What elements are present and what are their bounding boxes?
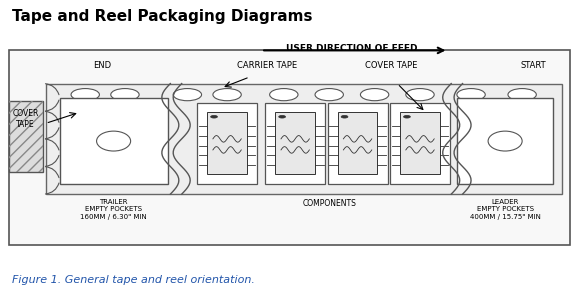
FancyBboxPatch shape — [9, 50, 570, 245]
Text: TRAILER
EMPTY POCKETS
160MM / 6.30" MIN: TRAILER EMPTY POCKETS 160MM / 6.30" MIN — [80, 198, 147, 220]
Ellipse shape — [404, 116, 411, 118]
Ellipse shape — [173, 88, 201, 101]
Ellipse shape — [111, 88, 139, 101]
Ellipse shape — [341, 116, 348, 118]
Ellipse shape — [315, 88, 343, 101]
Text: COVER TAPE: COVER TAPE — [365, 61, 418, 70]
Ellipse shape — [71, 88, 100, 101]
Bar — [46, 84, 562, 194]
Ellipse shape — [488, 131, 522, 151]
Text: CARRIER TAPE: CARRIER TAPE — [237, 61, 297, 70]
Ellipse shape — [457, 88, 485, 101]
Text: END: END — [93, 61, 111, 70]
FancyBboxPatch shape — [9, 101, 43, 172]
Ellipse shape — [270, 88, 298, 101]
Bar — [400, 112, 440, 174]
Text: COVER
TAPE: COVER TAPE — [13, 109, 39, 129]
Ellipse shape — [406, 88, 434, 101]
Bar — [276, 112, 315, 174]
Ellipse shape — [278, 116, 285, 118]
Ellipse shape — [211, 116, 218, 118]
FancyBboxPatch shape — [197, 103, 257, 184]
FancyBboxPatch shape — [328, 103, 388, 184]
FancyBboxPatch shape — [265, 103, 325, 184]
Text: COMPONENTS: COMPONENTS — [302, 198, 356, 207]
Bar — [338, 112, 378, 174]
Text: USER DIRECTION OF FEED: USER DIRECTION OF FEED — [286, 44, 417, 53]
Ellipse shape — [97, 131, 131, 151]
Ellipse shape — [213, 88, 241, 101]
Text: LEADER
EMPTY POCKETS
400MM / 15.75" MIN: LEADER EMPTY POCKETS 400MM / 15.75" MIN — [470, 198, 541, 220]
Bar — [207, 112, 247, 174]
Ellipse shape — [360, 88, 389, 101]
Ellipse shape — [508, 88, 536, 101]
FancyBboxPatch shape — [390, 103, 450, 184]
Text: Tape and Reel Packaging Diagrams: Tape and Reel Packaging Diagrams — [12, 9, 312, 24]
FancyBboxPatch shape — [60, 98, 167, 184]
Text: Figure 1. General tape and reel orientation.: Figure 1. General tape and reel orientat… — [12, 275, 254, 285]
FancyBboxPatch shape — [457, 98, 554, 184]
Text: START: START — [521, 61, 547, 70]
